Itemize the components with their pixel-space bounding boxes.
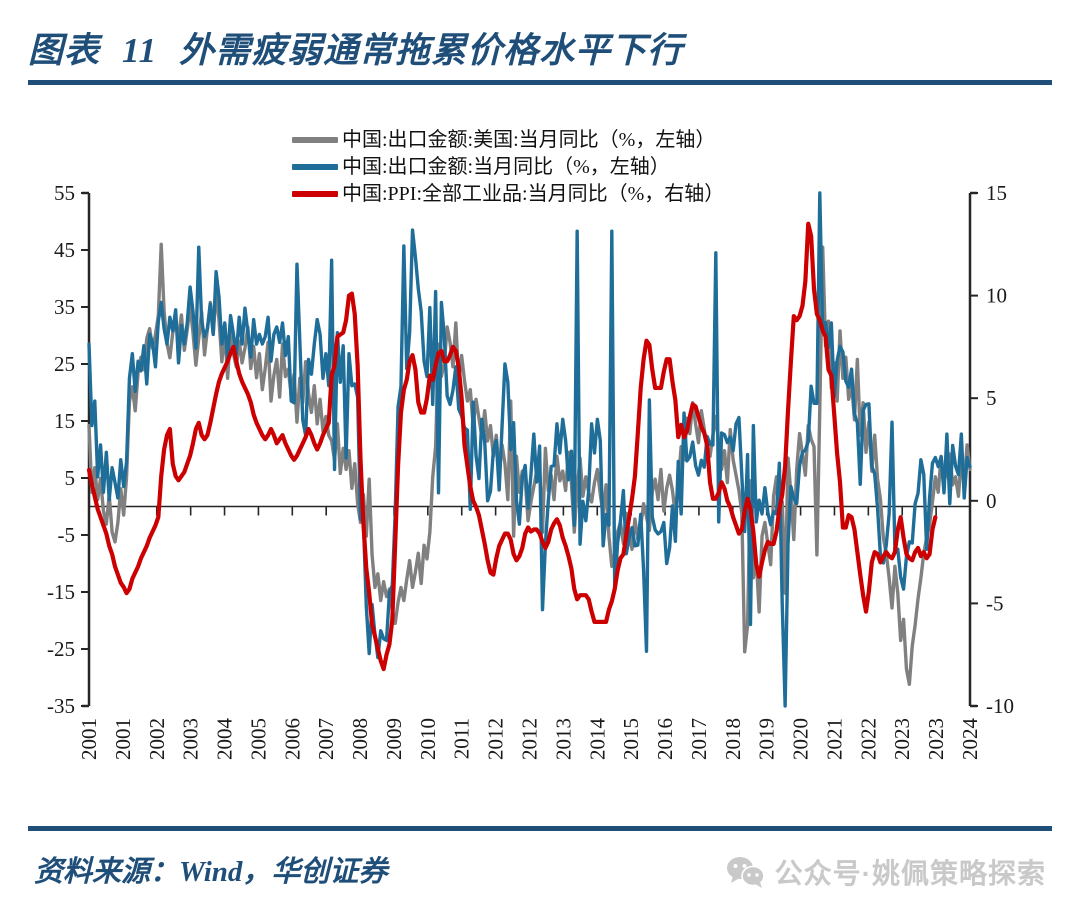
- legend-swatch-red: [292, 190, 338, 197]
- figure-number: 11: [122, 31, 158, 70]
- x-axis-tick-label: 2024: [958, 718, 982, 761]
- figure-title: 外需疲弱通常拖累价格水平下行: [179, 31, 684, 70]
- x-axis-tick-label: 2022: [856, 718, 880, 760]
- legend-label-export-total: 中国:出口金额:当月同比（%，左轴）: [342, 155, 670, 178]
- legend-swatch-blue: [292, 163, 338, 170]
- y-axis-right-tick-label: 15: [986, 181, 1007, 205]
- y-axis-right-tick-label: -5: [986, 591, 1004, 615]
- x-axis-tick-label: 2014: [585, 718, 609, 761]
- x-axis-tick-label: 2006: [280, 718, 304, 760]
- x-axis-tick-label: 2005: [246, 718, 270, 760]
- x-axis-tick-label: 2016: [653, 718, 677, 760]
- figure-label: 图表: [28, 31, 101, 70]
- series-line-ppi: [86, 221, 938, 672]
- y-axis-right-tick-label: 5: [986, 386, 997, 410]
- legend-label-ppi: 中国:PPI:全部工业品:当月同比（%，右轴）: [342, 182, 725, 205]
- y-axis-right-tick-label: -10: [986, 694, 1014, 718]
- page-title: 图表 11 外需疲弱通常拖累价格水平下行: [28, 22, 683, 73]
- x-axis-tick-label: 2012: [484, 718, 508, 760]
- watermark: 公众号·姚佩策略探索: [726, 852, 1046, 892]
- x-axis-tick-label: 2017: [687, 718, 711, 760]
- chart-area: 55 45 35 25 15 5 -5 -15 -25 -35 15 10 5 0 -5 -10 2001 200…: [0, 150, 1080, 810]
- y-axis-left-tick-label: 55: [54, 181, 75, 205]
- y-axis-left-tick-label: 5: [65, 466, 76, 490]
- x-axis-tick-label: 2001: [77, 718, 101, 760]
- x-axis-tick-label: 2008: [348, 718, 372, 760]
- x-axis-tick-label: 2023: [924, 718, 948, 760]
- x-axis-tick-label: 2011: [450, 718, 474, 759]
- x-axis-tick-label: 2021: [822, 718, 846, 760]
- y-axis-left-tick-label: -5: [58, 523, 76, 547]
- chart-plot: 55 45 35 25 15 5 -5 -15 -25 -35 15 10 5 0 -5 -10 2001 200…: [47, 181, 1014, 761]
- y-axis-right-tick-label: 0: [986, 489, 997, 513]
- legend-item-export-us: 中国:出口金额:美国:当月同比（%，左轴）: [292, 126, 812, 153]
- x-axis-tick-label: 2015: [619, 718, 643, 760]
- legend-swatch-gray: [292, 136, 338, 143]
- y-axis-left-tick-label: -25: [47, 637, 75, 661]
- legend-label-export-us: 中国:出口金额:美国:当月同比（%，左轴）: [342, 128, 716, 151]
- source-note: 资料来源：Wind，华创证券: [34, 856, 388, 888]
- y-axis-left-tick-label: 45: [54, 238, 75, 262]
- chart-legend: 中国:出口金额:美国:当月同比（%，左轴） 中国:出口金额:当月同比（%，左轴）…: [292, 126, 812, 207]
- watermark-text: 公众号·姚佩策略探索: [774, 858, 1046, 889]
- x-axis-tick-label: 2010: [416, 718, 440, 760]
- x-axis-tick-label: 2023: [890, 718, 914, 760]
- y-axis-left-tick-label: 35: [54, 295, 75, 319]
- x-axis-tick-label: 2009: [382, 718, 406, 760]
- y-axis-left-tick-label: -35: [47, 694, 75, 718]
- y-axis-left-tick-label: -15: [47, 580, 75, 604]
- x-axis-tick-label: 2013: [551, 718, 575, 760]
- legend-item-export-total: 中国:出口金额:当月同比（%，左轴）: [292, 153, 812, 180]
- x-axis-tick-label: 2001: [111, 718, 135, 760]
- figure-header: 图表 11 外需疲弱通常拖累价格水平下行: [0, 0, 1080, 92]
- y-axis-right-tick-label: 10: [986, 284, 1007, 308]
- x-axis-tick-label: 2018: [721, 718, 745, 760]
- x-axis-tick-label: 2002: [145, 718, 169, 760]
- y-axis-left-tick-label: 15: [54, 409, 75, 433]
- y-axis-left-tick-label: 25: [54, 352, 75, 376]
- wechat-icon: [726, 857, 765, 888]
- x-axis-tick-label: 2020: [789, 718, 813, 760]
- x-axis-tick-label: 2012: [518, 718, 542, 760]
- footer-divider: [28, 826, 1052, 831]
- x-axis-tick-label: 2004: [213, 718, 237, 761]
- header-divider: [28, 80, 1052, 85]
- x-axis-tick-label: 2007: [314, 718, 338, 760]
- legend-item-ppi: 中国:PPI:全部工业品:当月同比（%，右轴）: [292, 180, 812, 207]
- x-axis-tick-label: 2019: [755, 718, 779, 760]
- x-axis-tick-label: 2003: [179, 718, 203, 760]
